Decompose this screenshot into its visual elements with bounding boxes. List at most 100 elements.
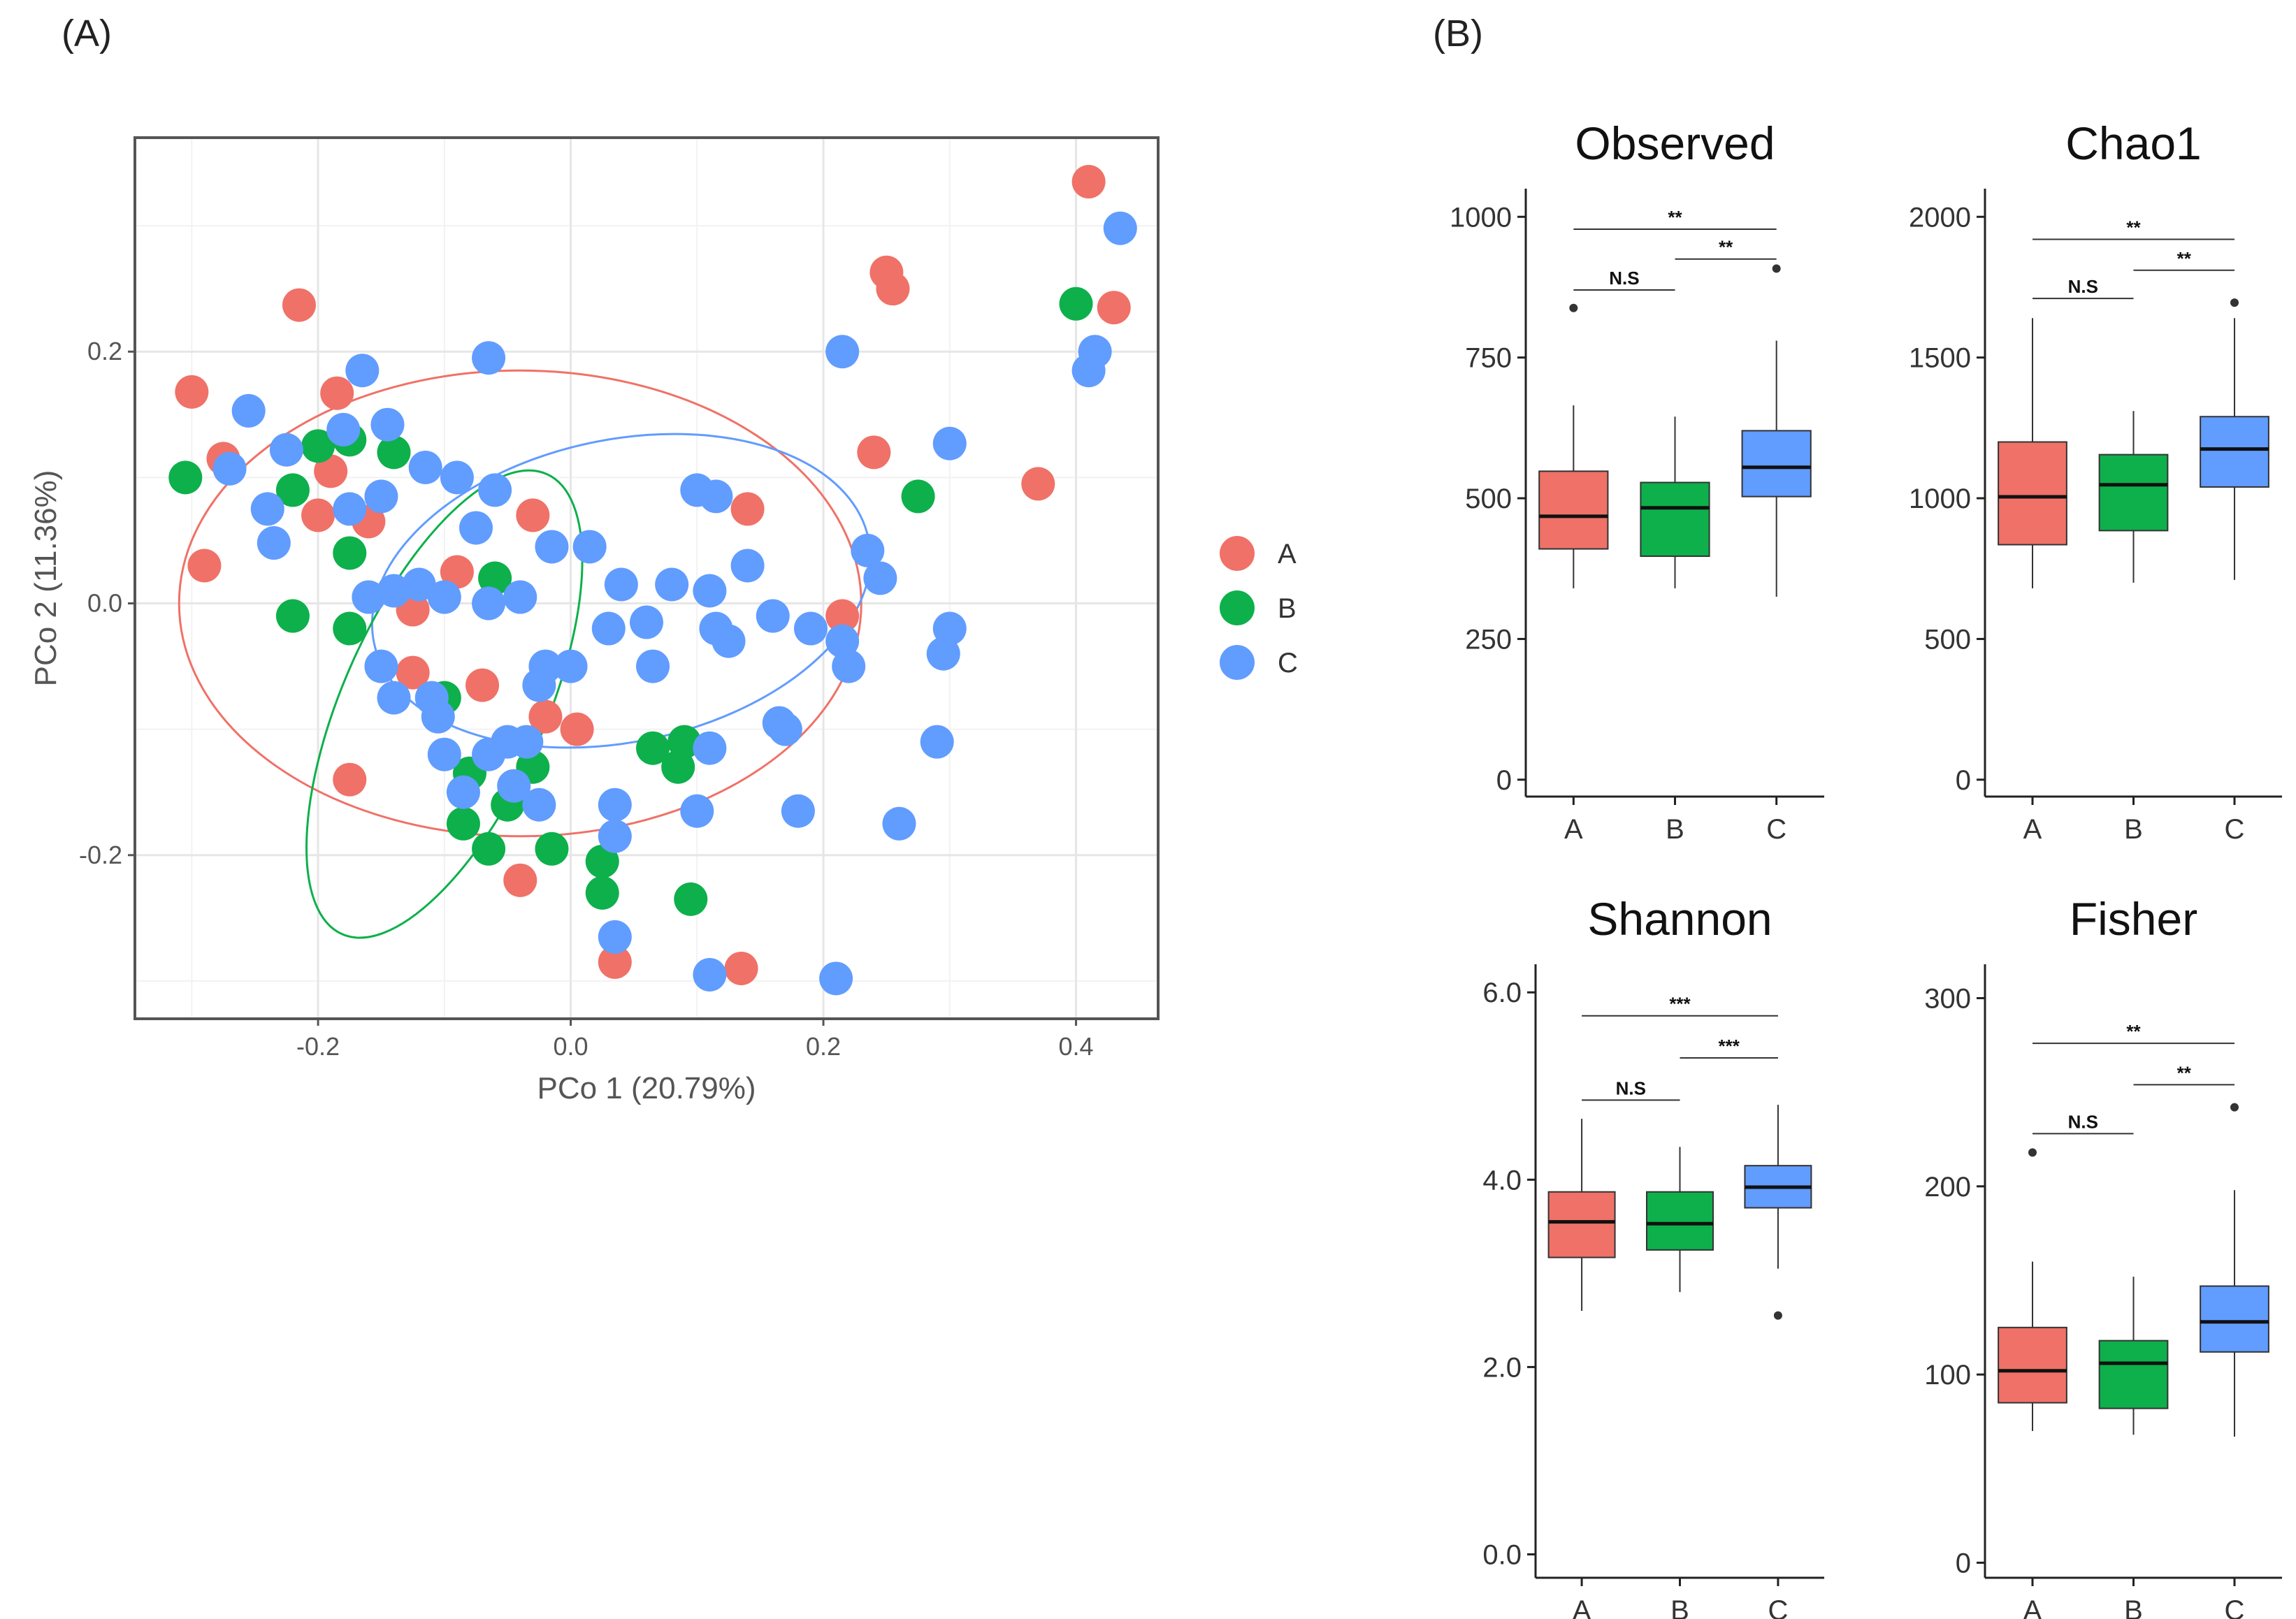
- point-group-c: [333, 492, 367, 526]
- point-group-c: [932, 611, 967, 646]
- point-group-c: [630, 605, 663, 639]
- point-group-c: [459, 511, 493, 545]
- chao1-boxplot: Chao1 0 500 1000 1500 2000 A B C N.S ** **: [1909, 117, 2282, 845]
- point-group-a: [730, 492, 765, 526]
- point-group-a: [724, 951, 758, 985]
- point-group-b: [168, 460, 203, 495]
- outlier-point: [2230, 298, 2239, 307]
- x-tick-label: A: [1564, 814, 1583, 845]
- point-group-a: [528, 699, 563, 734]
- point-group-c: [932, 426, 967, 460]
- point-group-b: [275, 473, 310, 507]
- box-a: [1538, 470, 1609, 550]
- significance-label: **: [1719, 237, 1733, 258]
- point-group-b: [535, 832, 569, 866]
- x-tick-label: 0.2: [806, 1032, 841, 1061]
- point-group-a: [516, 498, 550, 532]
- box-c: [2200, 1285, 2269, 1353]
- point-group-c: [680, 794, 714, 828]
- y-tick-label: 250: [1465, 624, 1512, 655]
- point-group-c: [421, 699, 455, 734]
- point-group-c: [819, 961, 853, 996]
- point-group-a: [876, 272, 910, 306]
- y-tick-label: 0.0: [1482, 1539, 1522, 1570]
- point-group-c: [768, 712, 802, 746]
- point-group-c: [269, 433, 303, 467]
- legend-label-c: C: [1278, 648, 1298, 678]
- point-group-c: [497, 769, 531, 803]
- x-tick-label: A: [2023, 814, 2042, 845]
- box-a: [1998, 1326, 2067, 1404]
- point-group-b: [674, 882, 708, 916]
- point-group-c: [604, 567, 638, 602]
- point-group-a: [560, 712, 594, 746]
- point-group-c: [655, 567, 689, 602]
- point-group-c: [377, 681, 411, 715]
- legend-label-a: A: [1278, 539, 1297, 569]
- outlier-point: [1772, 264, 1781, 273]
- significance-label: N.S: [1616, 1077, 1646, 1098]
- point-group-c: [345, 354, 380, 388]
- point-group-a: [1021, 467, 1055, 501]
- point-group-c: [257, 526, 291, 560]
- point-group-b: [333, 536, 367, 570]
- point-group-c: [408, 450, 442, 484]
- point-group-a: [857, 435, 891, 470]
- x-tick-label: B: [2124, 814, 2143, 845]
- x-tick-label: 0.0: [554, 1032, 589, 1061]
- y-tick-label: 1500: [1909, 343, 1971, 374]
- point-group-a: [440, 555, 474, 589]
- y-tick-label: 0: [1956, 765, 1971, 796]
- point-group-c: [440, 460, 474, 495]
- point-group-c: [825, 335, 860, 369]
- point-group-c: [693, 731, 727, 765]
- point-group-c: [522, 668, 556, 702]
- y-tick-label: 0: [1956, 1548, 1971, 1578]
- point-group-c: [863, 561, 897, 595]
- point-group-a: [1097, 291, 1131, 325]
- point-group-c: [793, 611, 828, 646]
- point-group-b: [333, 611, 367, 646]
- point-group-c: [882, 806, 916, 841]
- x-tick-label: 0.4: [1058, 1032, 1093, 1061]
- point-group-a: [282, 288, 316, 322]
- point-group-c: [598, 787, 632, 822]
- y-tick-label: 0.2: [87, 337, 122, 365]
- point-group-c: [920, 725, 954, 759]
- point-group-c: [730, 549, 765, 583]
- point-group-c: [503, 580, 537, 614]
- point-group-c: [712, 624, 746, 658]
- x-tick-label: C: [1768, 1595, 1788, 1619]
- outlier-point: [1773, 1311, 1782, 1320]
- point-group-c: [1071, 354, 1106, 388]
- outlier-point: [1569, 303, 1578, 312]
- point-group-a: [314, 454, 348, 488]
- point-group-c: [472, 586, 506, 620]
- point-group-b: [901, 479, 935, 514]
- legend-key-a: [1220, 536, 1255, 571]
- point-group-c: [427, 580, 461, 614]
- y-tick-label: 750: [1465, 343, 1512, 374]
- point-group-c: [446, 775, 480, 809]
- pcoa-scatter-plot: -0.2 0.0 0.2 0.4 -0.2 0.0 0.2 PCo 1 (20.79%) PCo…: [29, 136, 1298, 1105]
- point-group-b: [585, 876, 619, 910]
- y-tick-label: 1000: [1450, 202, 1512, 233]
- point-group-a: [320, 376, 354, 410]
- panel-label-b: (B): [1433, 13, 1483, 55]
- outlier-point: [2230, 1103, 2239, 1112]
- point-group-b: [275, 599, 310, 633]
- point-group-c: [250, 492, 284, 526]
- significance-label: ***: [1669, 994, 1691, 1015]
- boxplot-title: Fisher: [2070, 893, 2197, 945]
- point-group-a: [503, 863, 537, 897]
- y-tick-label: 0.0: [87, 589, 122, 618]
- point-group-b: [661, 750, 695, 784]
- y-tick-label: 4.0: [1482, 1165, 1522, 1196]
- point-group-c: [402, 567, 436, 602]
- point-group-a: [465, 668, 500, 702]
- boxplot-title: Chao1: [2065, 117, 2202, 169]
- point-group-b: [301, 429, 335, 463]
- point-group-c: [693, 574, 727, 608]
- significance-label: N.S: [2068, 1111, 2098, 1132]
- point-group-c: [427, 737, 461, 771]
